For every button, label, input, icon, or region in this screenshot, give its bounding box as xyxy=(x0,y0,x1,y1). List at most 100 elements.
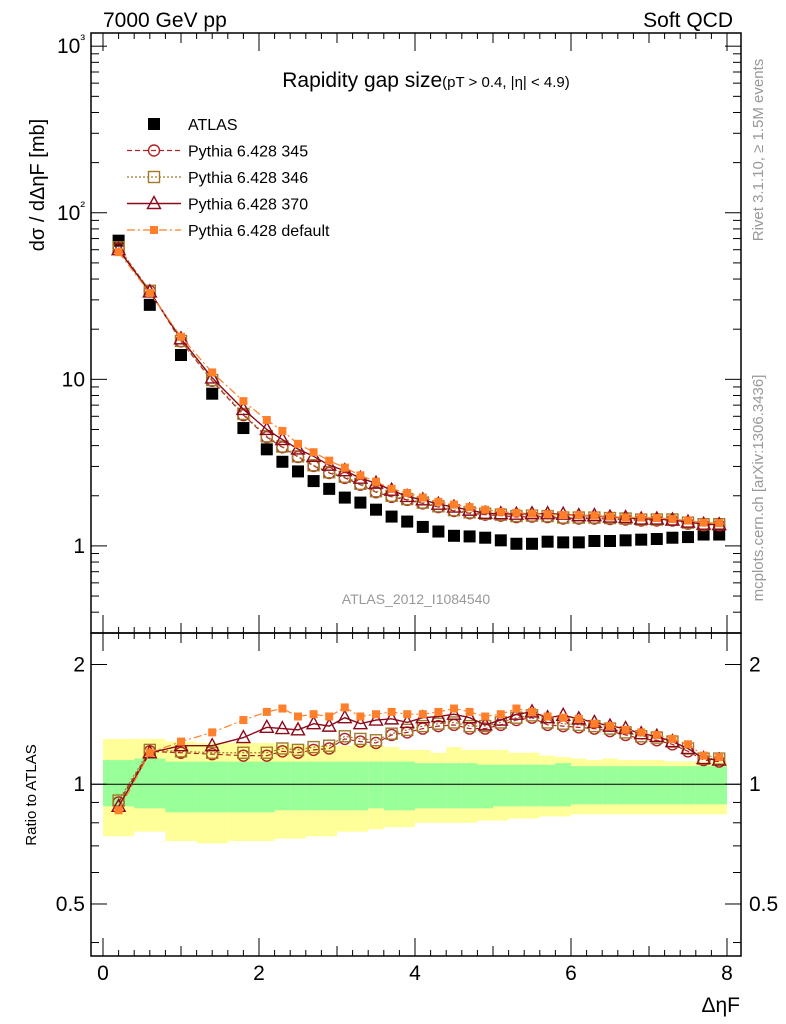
ratio-data-point xyxy=(307,740,320,754)
ratio-data-point xyxy=(177,737,185,746)
main-y-axis-label: dσ / dΔηF [mb] xyxy=(27,119,49,251)
data-point xyxy=(713,528,726,541)
data-point xyxy=(278,426,287,435)
ratio-data-point xyxy=(372,710,380,719)
main-y-tick-label: 1 xyxy=(73,535,85,558)
ratio-data-point xyxy=(481,712,490,721)
ratio-data-point xyxy=(260,746,273,759)
data-point xyxy=(621,513,630,522)
data-point xyxy=(666,531,679,544)
data-point xyxy=(307,459,320,473)
ratio-y-tick-label: 0.5 xyxy=(56,893,85,916)
data-point xyxy=(291,450,305,463)
legend-label: Pythia 6.428 370 xyxy=(188,197,308,214)
legend: ATLAS Pythia 6.428 345 Pythia 6.428 346 Pyt… xyxy=(127,117,330,240)
stat-band-bin xyxy=(368,761,384,809)
stat-band-bin xyxy=(461,763,478,809)
stat-band-bin xyxy=(274,761,291,811)
ratio-data-point xyxy=(461,709,478,724)
stat-band-bin xyxy=(321,761,337,811)
series-pythia-6-428-default xyxy=(114,248,724,528)
ratio-data-point xyxy=(401,723,414,737)
stat-band-bin xyxy=(633,766,649,805)
ratio-data-point xyxy=(559,713,568,722)
data-point xyxy=(699,518,708,527)
legend-marker xyxy=(147,144,161,157)
data-point xyxy=(292,465,304,478)
ratio-data-point xyxy=(276,742,289,755)
data-point xyxy=(668,515,677,524)
stat-band-bin xyxy=(493,764,509,807)
stat-band-bin xyxy=(259,761,275,813)
data-point xyxy=(606,512,614,521)
legend-label: Pythia 6.428 default xyxy=(188,223,330,240)
ratio-data-point xyxy=(114,806,123,815)
stat-band-bin xyxy=(680,766,696,805)
data-point xyxy=(290,440,306,455)
data-point xyxy=(572,536,585,549)
data-point xyxy=(479,531,492,544)
rivet-version-label: Rivet 3.1.10, ≥ 1.5M events xyxy=(750,59,767,242)
stat-band-bin xyxy=(586,766,603,805)
ratio-data-point xyxy=(294,712,302,721)
ratio-y-tick-label-right: 2 xyxy=(749,653,761,676)
legend-label: Pythia 6.428 345 xyxy=(188,144,308,161)
ratio-data-point xyxy=(205,746,219,759)
ratio-data-point xyxy=(637,728,646,737)
data-point xyxy=(340,463,349,472)
ratio-y-tick-label: 2 xyxy=(73,653,85,676)
ratio-series-layer xyxy=(110,703,727,815)
data-point xyxy=(603,511,617,525)
data-point xyxy=(588,535,601,548)
data-point xyxy=(697,528,710,541)
stat-band-bin xyxy=(617,766,634,805)
data-point xyxy=(557,536,570,549)
ratio-data-point xyxy=(652,730,661,739)
stat-band-bin xyxy=(695,766,712,805)
ratio-data-point xyxy=(235,729,252,744)
data-point xyxy=(510,537,523,550)
data-point xyxy=(204,369,220,384)
data-point xyxy=(208,368,217,377)
data-point xyxy=(526,537,538,550)
stat-band-bin xyxy=(446,763,462,809)
ratio-data-point xyxy=(434,707,443,716)
x-tick-label: 4 xyxy=(409,962,421,985)
data-point xyxy=(403,488,412,497)
ratio-data-point xyxy=(528,707,536,716)
ratio-data-point xyxy=(208,728,217,737)
data-point xyxy=(235,400,252,416)
data-point xyxy=(323,465,336,479)
ratio-data-point xyxy=(590,719,599,728)
ratio-data-point xyxy=(338,730,351,743)
stat-band-bin xyxy=(430,763,447,809)
ratio-series-pythia-6-428-default xyxy=(114,703,724,815)
stat-band-bin xyxy=(524,764,540,807)
data-point xyxy=(543,510,552,519)
series-pythia-6-428-345 xyxy=(112,242,726,532)
legend-label: Pythia 6.428 346 xyxy=(188,170,308,187)
data-point xyxy=(541,535,554,548)
ratio-data-point xyxy=(477,716,493,731)
x-tick-label: 8 xyxy=(721,962,733,985)
stat-band-bin xyxy=(290,761,306,811)
x-tick-label: 0 xyxy=(97,962,109,985)
data-point xyxy=(338,491,351,504)
data-point xyxy=(465,503,474,512)
data-point xyxy=(239,397,248,406)
ratio-uncertainty-bands xyxy=(103,738,727,844)
x-tick-label: 2 xyxy=(253,962,265,985)
data-point xyxy=(496,507,505,516)
data-point xyxy=(418,493,427,502)
ratio-data-point xyxy=(204,737,220,752)
ratio-data-point xyxy=(479,719,492,733)
data-point xyxy=(637,513,646,522)
ratio-data-point xyxy=(309,710,318,719)
data-point xyxy=(307,475,320,488)
stat-band-bin xyxy=(477,764,493,809)
data-point xyxy=(481,505,490,514)
series-line xyxy=(118,251,720,524)
chart-title: Rapidity gap size(pT > 0.4, |η| < 4.9) xyxy=(282,69,570,92)
data-point xyxy=(323,482,336,495)
ratio-data-point xyxy=(606,722,614,731)
